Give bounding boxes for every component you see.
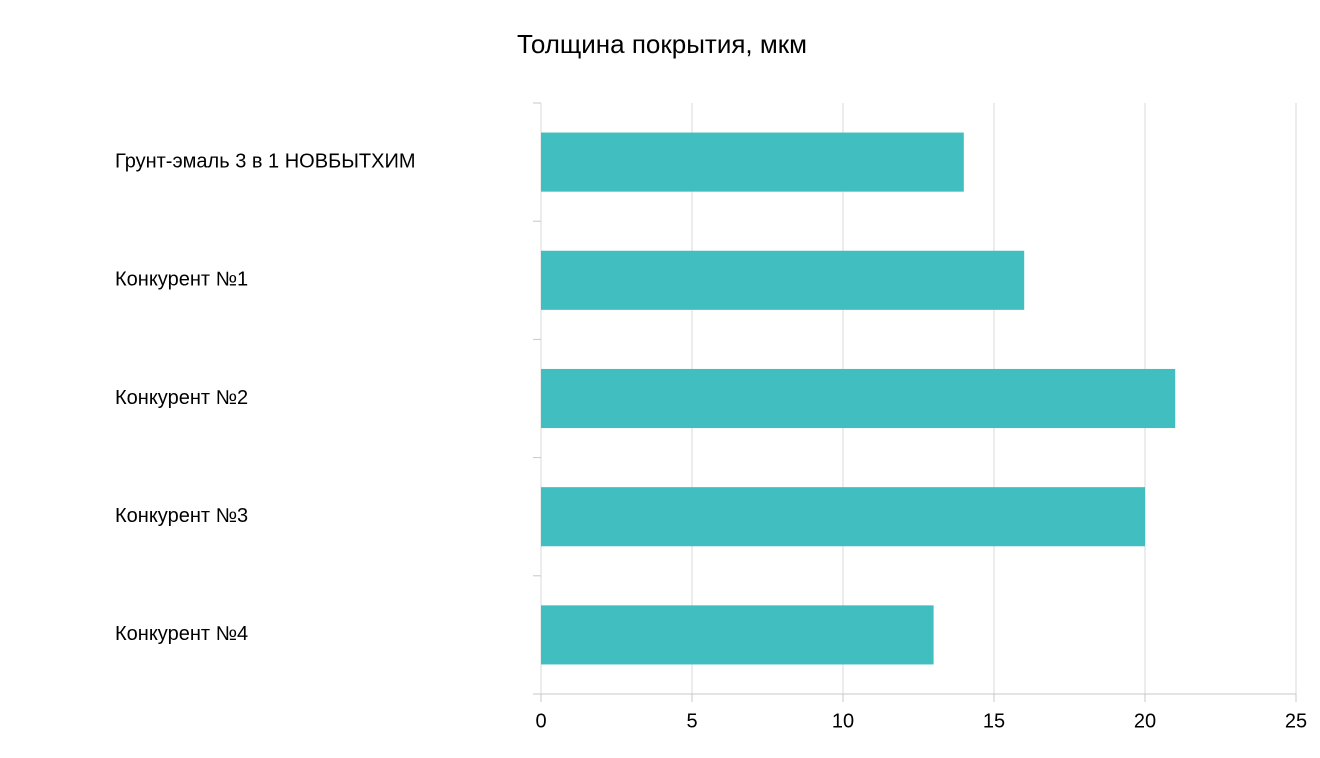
- y-tick-label: Конкурент №3: [115, 505, 248, 527]
- y-tick-label: Конкурент №1: [115, 269, 248, 291]
- x-tick-label: 20: [1134, 710, 1156, 732]
- bar: [541, 487, 1145, 547]
- bar: [541, 605, 934, 665]
- x-tick-label: 5: [686, 710, 697, 732]
- bar: [541, 250, 1025, 310]
- x-tick-label: 15: [983, 710, 1005, 732]
- x-tick-label: 0: [535, 710, 546, 732]
- x-tick-label: 10: [832, 710, 854, 732]
- x-tick-label: 25: [1285, 710, 1307, 732]
- y-tick-label: Грунт-эмаль 3 в 1 НОВБЫТХИМ: [115, 150, 416, 172]
- bar: [541, 132, 964, 192]
- chart-title: Толщина покрытия, мкм: [517, 29, 807, 59]
- y-tick-label: Конкурент №4: [115, 623, 248, 645]
- bar: [541, 368, 1176, 429]
- y-tick-label: Конкурент №2: [115, 387, 248, 409]
